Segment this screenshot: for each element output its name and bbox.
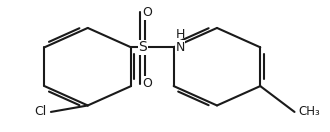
Text: Cl: Cl <box>34 105 46 118</box>
Text: CH₃: CH₃ <box>298 105 320 118</box>
Text: N: N <box>176 41 185 54</box>
Text: O: O <box>143 6 152 19</box>
Text: H: H <box>176 28 185 41</box>
Text: O: O <box>143 77 152 90</box>
Text: S: S <box>138 40 147 54</box>
